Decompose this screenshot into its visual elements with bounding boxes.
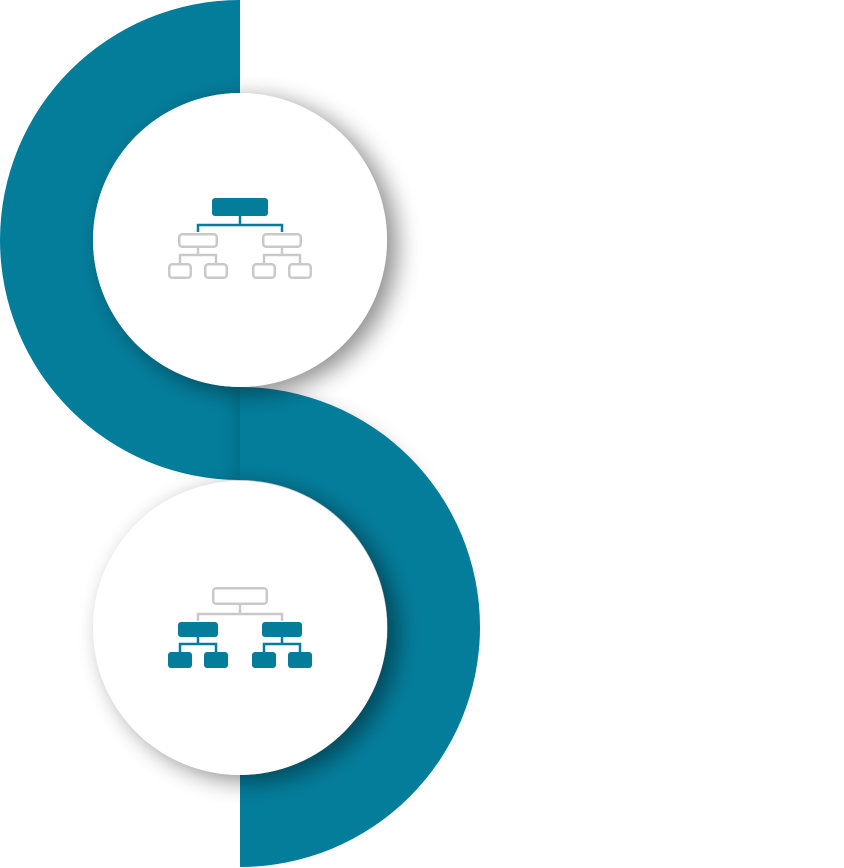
org-chart-connector bbox=[262, 253, 302, 263]
org-chart-top-node bbox=[212, 198, 268, 216]
org-chart-leaf-node bbox=[288, 263, 312, 279]
org-chart-leaf-node bbox=[168, 263, 192, 279]
org-chart-mid-node bbox=[178, 233, 218, 248]
step-1-node bbox=[93, 93, 387, 387]
step-1-circle bbox=[93, 93, 387, 387]
org-chart-leaf-node bbox=[288, 652, 312, 668]
org-chart-connector bbox=[178, 253, 218, 263]
s-curve-band-lower bbox=[240, 387, 480, 867]
org-chart-leaf-node bbox=[204, 652, 228, 668]
step-2-node bbox=[93, 481, 387, 775]
org-chart-connector bbox=[196, 223, 284, 232]
org-chart-lower-levels-highlighted-icon bbox=[168, 587, 312, 668]
org-chart-connector bbox=[178, 642, 218, 652]
org-chart-leaf-node bbox=[252, 652, 276, 668]
step-2-circle bbox=[93, 481, 387, 775]
org-chart-connector bbox=[262, 642, 302, 652]
s-curve-band-upper bbox=[0, 0, 240, 480]
org-chart-connector bbox=[196, 612, 284, 621]
org-chart-top-node bbox=[212, 587, 268, 605]
org-chart-leaf-node bbox=[252, 263, 276, 279]
org-chart-leaf-node bbox=[168, 652, 192, 668]
org-chart-mid-node bbox=[178, 622, 218, 637]
org-chart-mid-node bbox=[262, 622, 302, 637]
org-chart-top-level-highlighted-icon bbox=[168, 198, 312, 279]
org-chart-mid-node bbox=[262, 233, 302, 248]
org-chart-leaf-node bbox=[204, 263, 228, 279]
